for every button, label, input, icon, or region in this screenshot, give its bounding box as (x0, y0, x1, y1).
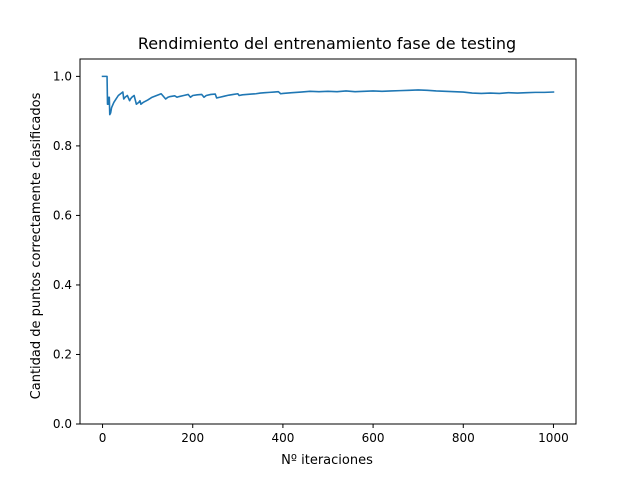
x-tick-label: 400 (271, 431, 294, 445)
plot-frame (79, 58, 577, 425)
y-tick-label: 0.0 (53, 417, 72, 431)
x-tick-label: 0 (99, 431, 107, 445)
y-axis-label: Cantidad de puntos correctamente clasifi… (29, 92, 44, 399)
x-tick-label: 1000 (538, 431, 569, 445)
chart-title: Rendimiento del entrenamiento fase de te… (138, 34, 516, 53)
y-tick-label: 1.0 (53, 69, 72, 83)
axes: 0 200 400 600 800 1000 0.0 0.2 0.4 0.6 0.8 1.0 (53, 58, 577, 445)
x-axis-label: Nº iteraciones (281, 453, 373, 468)
y-tick-label: 0.2 (53, 347, 72, 361)
x-tick-label: 200 (181, 431, 204, 445)
x-tick-label: 600 (362, 431, 385, 445)
x-tick-label: 800 (452, 431, 475, 445)
y-tick-label: 0.8 (53, 139, 72, 153)
series-line-0 (101, 75, 555, 116)
y-tick-label: 0.4 (53, 278, 72, 292)
plot-area (101, 75, 555, 116)
y-tick-label: 0.6 (53, 208, 72, 222)
